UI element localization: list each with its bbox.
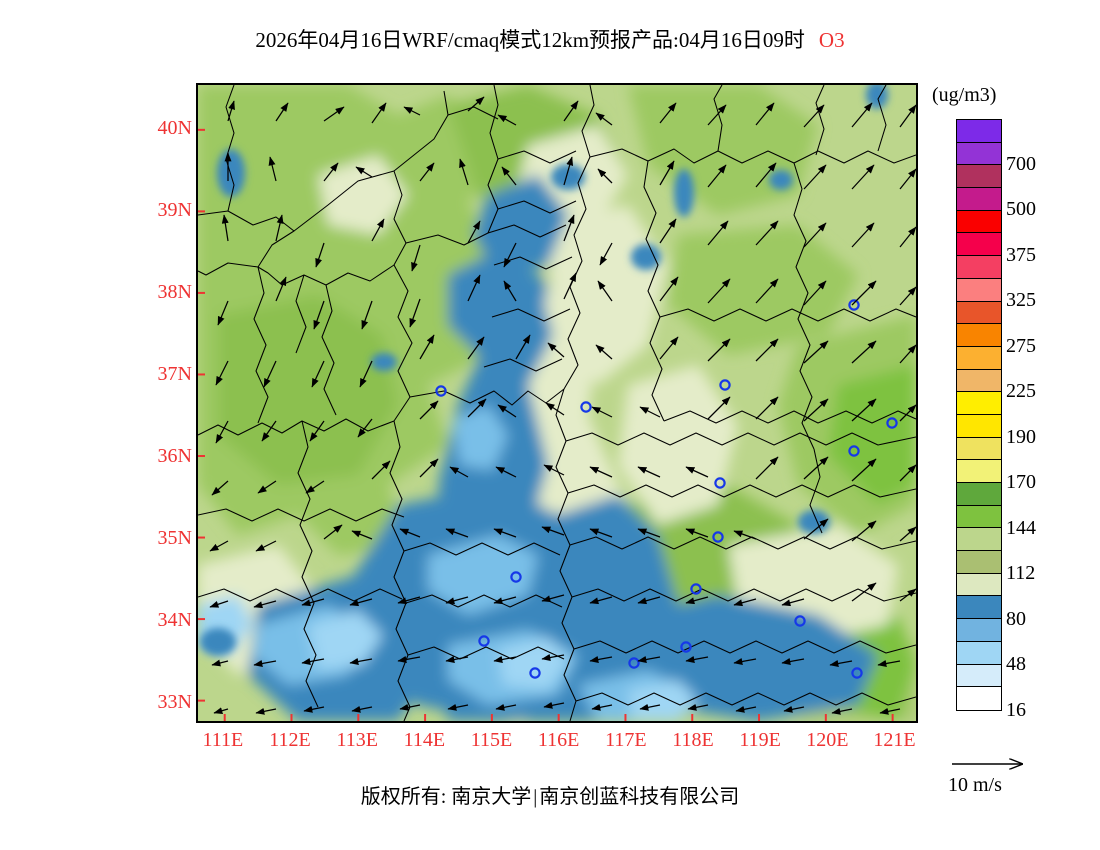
colorbar-label-144: 144 xyxy=(1006,516,1036,539)
colorbar-label-375: 375 xyxy=(1006,243,1036,266)
colorbar-label-275: 275 xyxy=(1006,334,1036,357)
colorbar-label-80: 80 xyxy=(1006,607,1026,630)
forecast-contour-map xyxy=(198,85,916,721)
colorbar-label-500: 500 xyxy=(1006,198,1036,221)
colorbar-band-10 xyxy=(957,346,1001,370)
wind-scale-legend: 10 m/s xyxy=(948,752,1078,800)
x-tick-115E: 115E xyxy=(470,729,513,751)
footer-separator: | xyxy=(533,786,538,808)
colorbar-tick-labels: 700 500 375 325 275 225 190 170 144 112 80 48 16 xyxy=(1006,119,1086,720)
colorbar-label-48: 48 xyxy=(1006,653,1026,676)
colorbar-band-1 xyxy=(957,142,1001,166)
title-text: 2026年04月16日WRF/cmaq模式12km预报产品:04月16日09时 xyxy=(255,28,805,52)
colorbar-band-21 xyxy=(957,596,1001,620)
x-tick-114E: 114E xyxy=(403,729,446,751)
colorbar-band-7 xyxy=(957,278,1001,302)
y-tick-35N: 35N xyxy=(157,527,192,550)
colorbar-band-5 xyxy=(957,233,1001,257)
title-species-label: O3 xyxy=(818,28,845,52)
colorbar-band-3 xyxy=(957,188,1001,211)
colorbar-band-9 xyxy=(957,324,1001,347)
y-tick-40N: 40N xyxy=(157,117,192,140)
colorbar-label-16: 16 xyxy=(1006,699,1026,721)
x-tick-116E: 116E xyxy=(537,729,580,751)
colorbar-band-0 xyxy=(957,120,1001,143)
y-tick-33N: 33N xyxy=(157,691,192,714)
x-axis-labels: 111E 112E 113E 114E 115E 116E 117E 118E 119E 120E… xyxy=(196,730,918,756)
y-axis-labels: 40N 39N 38N 37N 36N 35N 34N 33N xyxy=(136,83,192,723)
colorbar-units-label: (ug/m3) xyxy=(932,84,997,106)
colorbar-band-4 xyxy=(957,210,1001,234)
y-tick-36N: 36N xyxy=(157,445,192,468)
colorbar-band-25 xyxy=(957,687,1001,710)
x-tick-119E: 119E xyxy=(739,729,781,751)
colorbar-band-16 xyxy=(957,483,1001,506)
colorbar-band-13 xyxy=(957,414,1001,438)
colorbar-label-325: 325 xyxy=(1006,289,1036,312)
page-title: 2026年04月16日WRF/cmaq模式12km预报产品:04月16日09时 O… xyxy=(0,24,1100,54)
y-tick-39N: 39N xyxy=(157,199,192,222)
colorbar-band-12 xyxy=(957,392,1001,415)
y-tick-38N: 38N xyxy=(157,281,192,304)
footer-left-text: 版权所有: 南京大学 xyxy=(360,786,532,808)
x-tick-112E: 112E xyxy=(269,729,311,751)
x-tick-111E: 111E xyxy=(202,729,244,751)
colorbar[interactable] xyxy=(956,119,1002,711)
colorbar-band-24 xyxy=(957,664,1001,688)
axis-ticks xyxy=(198,128,894,721)
x-tick-118E: 118E xyxy=(672,729,714,751)
colorbar-band-15 xyxy=(957,460,1001,483)
x-tick-113E: 113E xyxy=(336,729,378,751)
colorbar-band-11 xyxy=(957,369,1001,393)
colorbar-label-170: 170 xyxy=(1006,471,1036,494)
colorbar-band-22 xyxy=(957,619,1001,642)
colorbar-band-23 xyxy=(957,641,1001,665)
colorbar-label-112: 112 xyxy=(1006,562,1036,585)
y-tick-34N: 34N xyxy=(157,609,192,632)
copyright-footer: 版权所有: 南京大学 | 南京创蓝科技有限公司 xyxy=(0,780,1100,809)
map-plot-area[interactable] xyxy=(196,83,918,723)
colorbar-label-190: 190 xyxy=(1006,425,1036,448)
y-tick-37N: 37N xyxy=(157,363,192,386)
colorbar-band-17 xyxy=(957,505,1001,529)
x-tick-120E: 120E xyxy=(806,729,849,751)
colorbar-label-700: 700 xyxy=(1006,152,1036,175)
footer-right-text: 南京创蓝科技有限公司 xyxy=(539,786,740,808)
colorbar-band-14 xyxy=(957,437,1001,461)
colorbar-band-2 xyxy=(957,165,1001,189)
wind-arrow-icon xyxy=(952,752,1040,772)
colorbar-band-18 xyxy=(957,528,1001,552)
colorbar-band-19 xyxy=(957,551,1001,574)
colorbar-label-225: 225 xyxy=(1006,380,1036,403)
x-tick-117E: 117E xyxy=(605,729,647,751)
colorbar-band-20 xyxy=(957,573,1001,597)
wind-scale-label: 10 m/s xyxy=(948,774,1002,796)
colorbar-band-6 xyxy=(957,256,1001,279)
colorbar-band-8 xyxy=(957,301,1001,325)
x-tick-121E: 121E xyxy=(873,729,916,751)
